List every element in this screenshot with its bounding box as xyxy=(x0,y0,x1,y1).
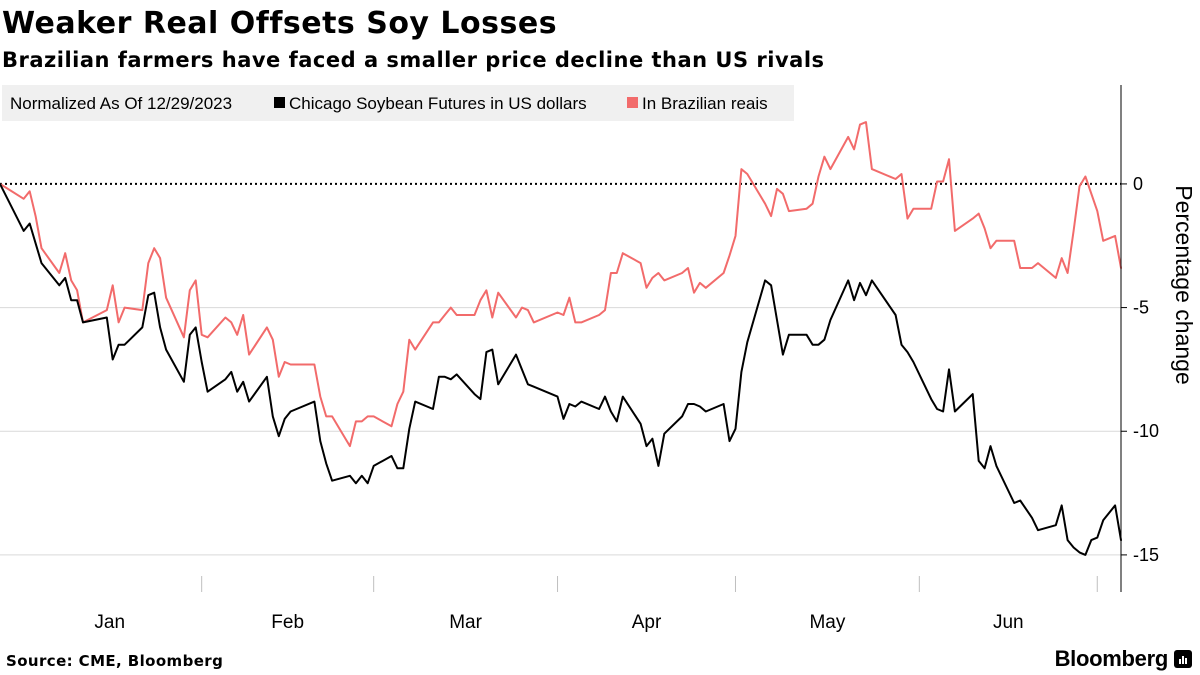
y-axis-ticks: 0 -5 -10 -15 xyxy=(1121,174,1159,565)
legend-background xyxy=(2,85,794,121)
y-axis-title: Percentage change xyxy=(1171,185,1197,385)
series-line-brazilian-reais xyxy=(0,121,1122,448)
chart-title: Weaker Real Offsets Soy Losses xyxy=(2,6,558,41)
legend-label-us-dollars: Chicago Soybean Futures in US dollars xyxy=(289,94,587,113)
series-lines xyxy=(0,121,1122,556)
legend-label-brazilian-reais: In Brazilian reais xyxy=(642,94,768,113)
x-month-label: Apr xyxy=(632,612,662,633)
bloomberg-bars-icon xyxy=(1174,650,1192,668)
x-axis-year-label: 2024 xyxy=(544,639,587,640)
chart-area: 0 -5 -10 -15 Jan Feb Mar Apr May Jun 2024 Percen… xyxy=(0,85,1197,640)
x-month-label: May xyxy=(809,612,845,633)
chart-subtitle: Brazilian farmers have faced a smaller p… xyxy=(2,48,825,72)
x-month-label: Mar xyxy=(449,612,482,633)
x-month-label: Jan xyxy=(94,612,125,633)
source-note: Source: CME, Bloomberg xyxy=(6,652,224,670)
month-dividers xyxy=(201,576,1098,592)
x-month-label: Feb xyxy=(271,612,304,633)
bloomberg-logo: Bloomberg xyxy=(1054,646,1169,671)
y-tick-label: 0 xyxy=(1133,174,1143,194)
y-tick-label: -5 xyxy=(1133,298,1149,318)
x-axis-month-labels: Jan Feb Mar Apr May Jun xyxy=(94,612,1023,633)
gridlines xyxy=(0,307,1121,556)
y-tick-label: -15 xyxy=(1133,545,1159,565)
series-line-us-dollars xyxy=(0,182,1122,556)
y-tick-label: -10 xyxy=(1133,421,1159,441)
legend: Normalized As Of 12/29/2023 Chicago Soyb… xyxy=(2,85,794,121)
legend-swatch-brazilian-reais xyxy=(627,97,638,108)
x-month-label: Jun xyxy=(993,612,1024,633)
legend-normalization-note: Normalized As Of 12/29/2023 xyxy=(10,94,232,113)
legend-swatch-us-dollars xyxy=(274,97,285,108)
